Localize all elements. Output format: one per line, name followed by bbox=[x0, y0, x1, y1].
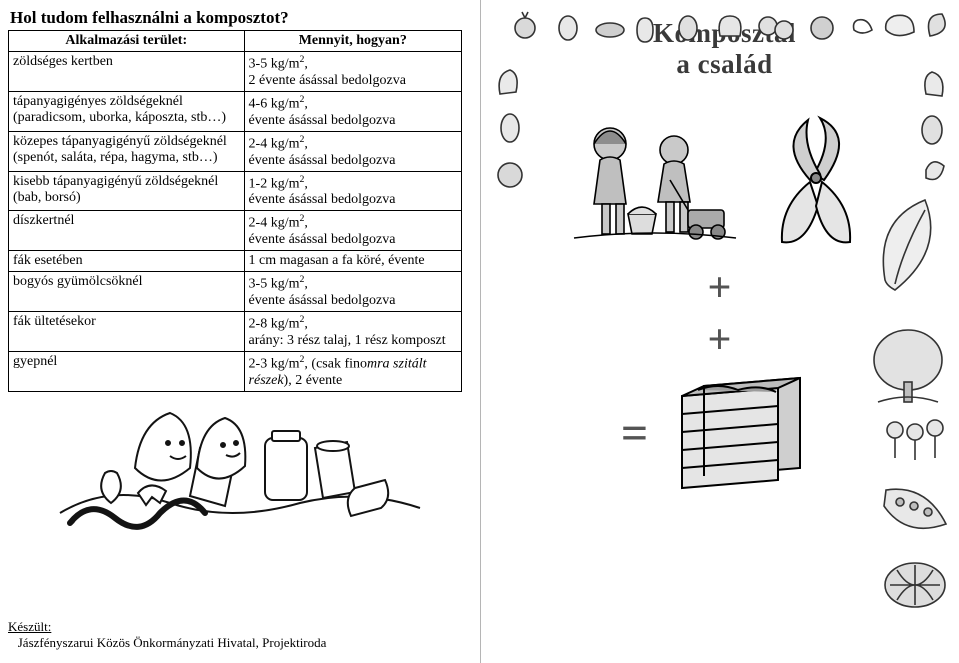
table-header-amount: Mennyit, hogyan? bbox=[244, 31, 461, 52]
table-cell-area: kisebb tápanyagigényű zöldségeknél (bab,… bbox=[9, 171, 245, 211]
table-cell-area: bogyós gyümölcsöknél bbox=[9, 272, 245, 312]
table-row: kisebb tápanyagigényű zöldségeknél (bab,… bbox=[9, 171, 462, 211]
table-cell-amount: 3-5 kg/m2,évente ásással bedolgozva bbox=[244, 272, 461, 312]
page-title: Hol tudom felhasználni a komposztot? bbox=[8, 8, 462, 28]
table-cell-area: díszkertnél bbox=[9, 211, 245, 251]
compost-bin-illustration bbox=[668, 368, 818, 498]
table-cell-amount: 1 cm magasan a fa köré, évente bbox=[244, 251, 461, 272]
table-cell-area: fák esetében bbox=[9, 251, 245, 272]
compost-usage-table: Alkalmazási terület: Mennyit, hogyan? zö… bbox=[8, 30, 462, 392]
brochure-spread: Hol tudom felhasználni a komposztot? Alk… bbox=[0, 0, 959, 663]
table-row: fák esetében1 cm magasan a fa köré, éven… bbox=[9, 251, 462, 272]
credit-text: Jászfényszarui Közös Önkormányzati Hivat… bbox=[18, 635, 327, 650]
table-cell-amount: 2-4 kg/m2,évente ásással bedolgozva bbox=[244, 211, 461, 251]
table-cell-area: közepes tápanyagigényű zöldségeknél (spe… bbox=[9, 131, 245, 171]
table-row: tápanyagigényes zöldségeknél (paradicsom… bbox=[9, 91, 462, 131]
cover-title-line1: Komposztál bbox=[498, 18, 951, 49]
right-page: Komposztál a család bbox=[480, 0, 959, 663]
table-row: bogyós gyümölcsöknél3-5 kg/m2,évente ásá… bbox=[9, 272, 462, 312]
table-row: fák ültetésekor2-8 kg/m2,arány: 3 rész t… bbox=[9, 312, 462, 352]
table-cell-amount: 1-2 kg/m2,évente ásással bedolgozva bbox=[244, 171, 461, 211]
equals-symbol: = bbox=[621, 406, 648, 461]
credit-label: Készült: bbox=[8, 619, 51, 634]
cover-title: Komposztál a család bbox=[498, 18, 951, 80]
plus-symbol-2: + bbox=[708, 316, 732, 364]
pruning-shears-illustration bbox=[760, 110, 870, 260]
table-row: közepes tápanyagigényű zöldségeknél (spe… bbox=[9, 131, 462, 171]
family-gardening-illustration bbox=[570, 110, 740, 260]
table-cell-area: fák ültetésekor bbox=[9, 312, 245, 352]
table-cell-amount: 2-4 kg/m2,évente ásással bedolgozva bbox=[244, 131, 461, 171]
cover-equation: + + = bbox=[480, 110, 959, 498]
table-cell-amount: 4-6 kg/m2,évente ásással bedolgozva bbox=[244, 91, 461, 131]
page-divider bbox=[480, 0, 481, 663]
credit: Készült: Jászfényszarui Közös Önkormányz… bbox=[8, 619, 326, 652]
compost-materials-illustration bbox=[50, 353, 430, 543]
table-header-area: Alkalmazási terület: bbox=[9, 31, 245, 52]
table-cell-amount: 3-5 kg/m2,2 évente ásással bedolgozva bbox=[244, 52, 461, 92]
table-cell-amount: 2-8 kg/m2,arány: 3 rész talaj, 1 rész ko… bbox=[244, 312, 461, 352]
table-row: díszkertnél2-4 kg/m2,évente ásással bedo… bbox=[9, 211, 462, 251]
cover-title-line2: a család bbox=[498, 49, 951, 80]
table-cell-area: tápanyagigényes zöldségeknél (paradicsom… bbox=[9, 91, 245, 131]
left-page: Hol tudom felhasználni a komposztot? Alk… bbox=[0, 0, 480, 663]
plus-symbol-1: + bbox=[708, 264, 732, 312]
table-row: zöldséges kertben3-5 kg/m2,2 évente ásás… bbox=[9, 52, 462, 92]
table-cell-area: zöldséges kertben bbox=[9, 52, 245, 92]
